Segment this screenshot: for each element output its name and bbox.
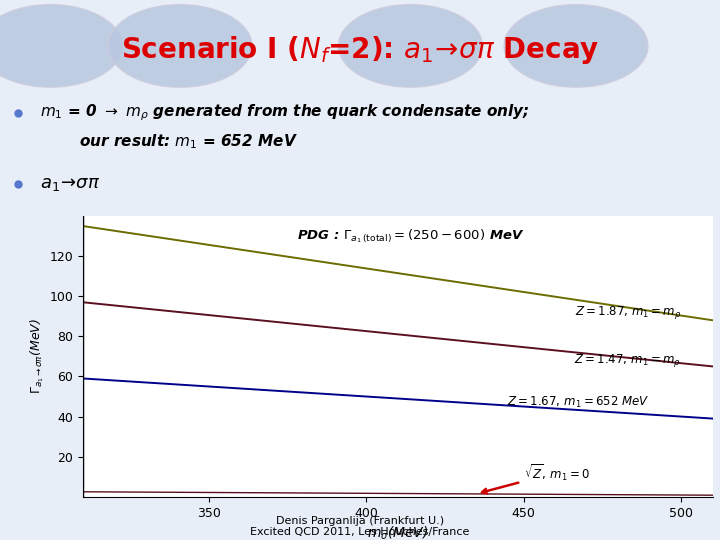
X-axis label: $m_{\sigma}$(MeV): $m_{\sigma}$(MeV)	[367, 525, 428, 540]
Text: $\sqrt{Z},\, m_1 = 0$: $\sqrt{Z},\, m_1 = 0$	[482, 462, 590, 494]
Text: our result: $m_1$ = 652 MeV: our result: $m_1$ = 652 MeV	[79, 132, 298, 151]
Text: $Z = 1.47,\, m_1 = m_\rho$: $Z = 1.47,\, m_1 = m_\rho$	[575, 352, 681, 369]
Ellipse shape	[338, 4, 482, 87]
Text: PDG : $\Gamma_{a_1\,\mathrm{(total)}} = (250-600)$ MeV: PDG : $\Gamma_{a_1\,\mathrm{(total)}} = …	[297, 227, 524, 245]
Ellipse shape	[108, 4, 252, 87]
Text: $Z = 1.67,\, m_1 = 652$ MeV: $Z = 1.67,\, m_1 = 652$ MeV	[508, 395, 649, 410]
Text: Scenario I ($N_f$=2): $a_1\!\rightarrow\!\sigma\pi$ Decay: Scenario I ($N_f$=2): $a_1\!\rightarrow\…	[121, 35, 599, 66]
Text: $Z = 1.87,\, m_1 = m_\rho$: $Z = 1.87,\, m_1 = m_\rho$	[575, 304, 681, 321]
Ellipse shape	[504, 4, 648, 87]
Ellipse shape	[0, 4, 122, 87]
Y-axis label: $\Gamma_{a_1\rightarrow\sigma\pi}$(MeV): $\Gamma_{a_1\rightarrow\sigma\pi}$(MeV)	[29, 319, 46, 394]
Text: $m_1$ = 0 $\rightarrow$ $m_\rho$ generated from the quark condensate only;: $m_1$ = 0 $\rightarrow$ $m_\rho$ generat…	[40, 103, 529, 124]
Text: Denis Parganlija (Frankfurt U.)
Excited QCD 2011, Les Houches/France: Denis Parganlija (Frankfurt U.) Excited …	[251, 516, 469, 537]
Text: $a_1\!\rightarrow\!\sigma\pi$: $a_1\!\rightarrow\!\sigma\pi$	[40, 176, 100, 193]
